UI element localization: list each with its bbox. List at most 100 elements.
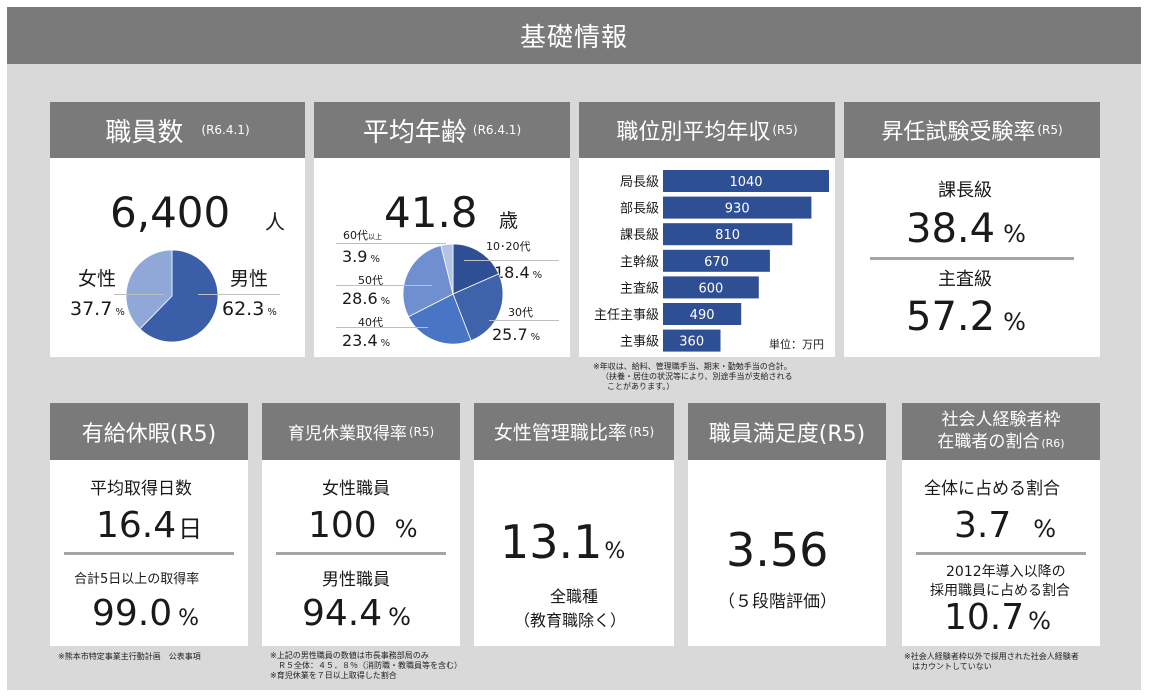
age-leader-1020s [464,260,559,261]
salary-bar-label-4: 主査級 [620,281,659,296]
female-pct: % [115,307,125,318]
salary-bar-chart: 局長級 1040 部長級 930 課長級 810 主幹級 670 主査級 600 主任主事級 490 主… [594,170,829,352]
gender-pie-slice-1 [125,249,173,330]
childcare-card: 育児休業取得率 (R5) 女性職員 100% 男性職員 94.4% [262,403,460,646]
experienced-value-2-number: 10.7 [944,597,1025,638]
experienced-label-2b: 採用職員に占める割合 [930,583,1070,599]
salary-bar-4 [663,276,759,299]
age-value-30s-pct: % [530,332,541,343]
salary-bar-label-1: 部長級 [620,202,659,217]
age-value-1020s-pct: % [532,270,543,281]
exam-value-2-number: 57.2 [906,294,996,340]
experienced-note-line2: はカウントしていない [904,662,992,671]
age-value-50s-number: 28.6 [342,289,378,308]
age-value-50s-pct: % [380,296,391,307]
leave-value-2: 99.0% [92,593,199,634]
exam-value-1-pct: % [1003,220,1026,248]
female-label: 女性 [78,268,117,290]
childcare-value-1: 100% [308,505,418,546]
leave-card: 有給休暇(R5) 平均取得日数 16.4日 合計5日以上の取得率 99.0% [50,403,248,646]
male-leader [198,294,280,295]
age-value-60s-pct: % [370,254,380,265]
leave-value-1-unit: 日 [178,515,203,543]
satisfaction-title: 職員満足度(R5) [708,421,866,447]
age-value-30s: 25.7% [492,325,540,344]
gender-pie-chart [125,249,219,343]
age-value-60s-number: 3.9 [342,247,368,266]
experienced-label-2a: 2012年導入以降の [946,564,1066,580]
age-pie-slice-4 [440,243,454,295]
male-value: 62.3% [222,298,277,320]
age-value-40s: 23.4% [342,331,390,350]
women-mgr-header: 女性管理職比率 (R5) [474,403,674,460]
exam-header: 昇任試験受験率 (R5) [844,102,1100,158]
female-value: 37.7% [70,298,125,320]
salary-bar-value-1: 930 [725,202,750,217]
leave-label-1: 平均取得日数 [90,479,192,499]
experienced-note: ※社会人経験者枠以外で採用された社会人経験者 はカウントしていない [904,652,1079,672]
female-value-number: 37.7 [70,298,113,320]
page-title: 基礎情報 [7,7,1141,64]
experienced-value-2: 10.7% [944,597,1051,638]
childcare-label-2: 男性職員 [322,570,390,590]
age-pie-slice-2 [407,293,472,345]
childcare-value-2-number: 94.4 [302,593,383,634]
childcare-note-line3: ※育児休業を７日以上取得した割合 [270,671,397,680]
salary-bar-1 [663,196,812,219]
age-label-30s: 30代 [508,306,533,319]
male-label: 男性 [230,268,269,290]
age-label-1020s: 10･20代 [486,240,531,253]
staff-card: 職員数 (R6.4.1) 6,400 人 女性 37.7% 男性 62.3% [50,102,305,357]
salary-bar-label-5: 主任主事級 [594,308,659,323]
age-label-60s-suffix: 以上 [368,233,382,241]
childcare-value-1-pct: % [394,515,418,543]
experienced-title-line1: 社会人経験者枠 [941,409,1061,430]
exam-card: 昇任試験受験率 (R5) 課長級 38.4% 主査級 57.2% [844,102,1100,357]
salary-bar-value-5: 490 [690,308,715,323]
salary-bar-3 [663,249,770,272]
age-value-60s: 3.9% [342,247,380,266]
salary-title: 職位別平均年収 [616,120,771,145]
exam-value-1: 38.4% [906,206,1026,252]
age-label-40s: 40代 [358,316,383,329]
childcare-value-1-number: 100 [308,505,377,546]
salary-bar-value-3: 670 [704,255,729,270]
satisfaction-card: 職員満足度(R5) 3.56 （５段階評価） [688,403,886,646]
age-value-40s-pct: % [380,338,391,349]
exam-divider [870,257,1074,260]
leave-divider [64,552,234,555]
staff-header: 職員数 (R6.4.1) [50,102,305,158]
women-mgr-value-pct: % [604,539,626,564]
age-value-1020s: 18.4% [494,263,542,282]
male-pct: % [267,307,277,318]
salary-bar-5 [663,303,742,325]
childcare-value-2-pct: % [388,603,411,631]
experienced-title-line2: 在職者の割合 [937,431,1040,452]
salary-bar-label-2: 課長級 [620,227,659,243]
age-pie-chart [402,243,504,345]
staff-title: 職員数 [105,117,184,148]
gender-pie-slices [125,249,219,343]
experienced-title-line2-wrap: 在職者の割合 (R6) [937,431,1064,455]
age-value-50s: 28.6% [342,289,390,308]
salary-bar-label-0: 局長級 [620,175,659,190]
staff-unit: 人 [265,210,285,234]
experienced-tag: (R6) [1041,436,1065,450]
satisfaction-header: 職員満足度(R5) [688,403,886,460]
salary-header: 職位別平均年収 (R5) [579,102,835,158]
salary-bar-2 [663,223,793,246]
childcare-note-line1: ※上記の男性職員の数値は市長事務部局のみ [270,651,429,660]
experienced-value-1-number: 3.7 [954,505,1012,546]
age-value-30s-number: 25.7 [492,325,528,344]
age-leader-50s [336,285,432,286]
salary-bar-value-0: 1040 [729,175,762,190]
age-pie-slice-0 [452,243,500,295]
staff-count: 6,400 [110,188,231,237]
leave-value-1: 16.4日 [96,505,202,546]
exam-title: 昇任試験受験率 [881,120,1036,145]
experienced-card: 社会人経験者枠 在職者の割合 (R6) 全体に占める割合 3.7% 2012年導入… [902,403,1100,646]
leave-value-2-pct: % [178,606,200,631]
exam-value-2: 57.2% [906,294,1026,340]
exam-value-2-pct: % [1003,308,1026,336]
